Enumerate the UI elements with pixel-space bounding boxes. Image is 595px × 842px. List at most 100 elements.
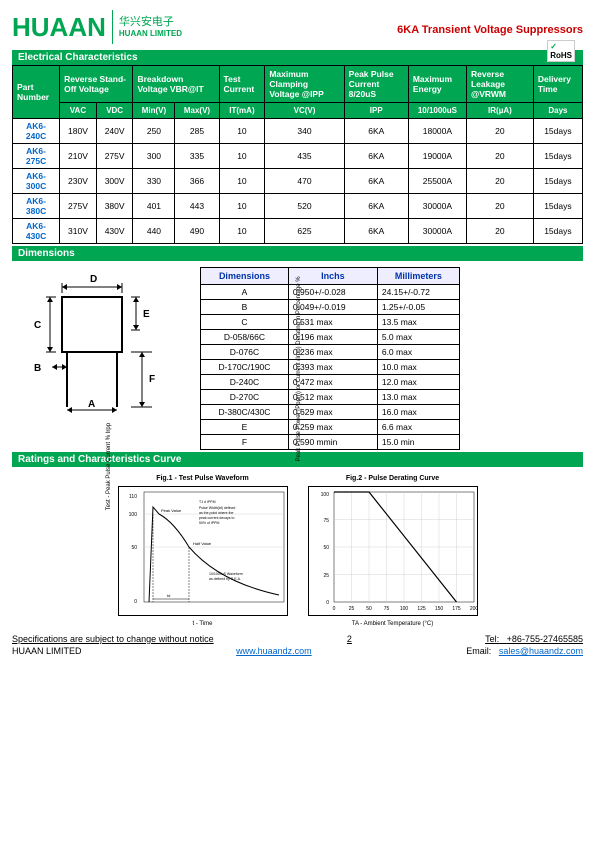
col-deliv: Delivery Time [533, 66, 582, 103]
svg-text:0: 0 [332, 606, 335, 612]
cell-min: 401 [133, 194, 175, 219]
cell-mm: 6.6 max [377, 420, 459, 435]
table-row: AK6-300C230V300V330366104706KA25500A2015… [13, 169, 583, 194]
svg-text:100: 100 [399, 606, 408, 612]
table-row: D-270C0.512 max13.0 max [201, 390, 460, 405]
sub-en: 10/1000uS [408, 103, 466, 119]
section-dimensions: Dimensions [12, 246, 583, 261]
dimension-diagram: D C E F B A [12, 267, 182, 417]
col-leak: Reverse Leakage @VRWM [466, 66, 533, 103]
cell-en: 30000A [408, 194, 466, 219]
cell-mm: 10.0 max [377, 360, 459, 375]
cell-vdc: 240V [96, 119, 133, 144]
svg-text:as defined by R.E.A.: as defined by R.E.A. [209, 577, 241, 581]
page-header: HUAAN 华兴安电子 HUAAN LIMITED 6KA Transient … [12, 10, 583, 44]
svg-text:125: 125 [417, 606, 426, 612]
cell-part: AK6-380C [13, 194, 60, 219]
label-c: C [34, 320, 41, 331]
table-row: AK6-240C180V240V250285103406KA18000A2015… [13, 119, 583, 144]
logo-block: HUAAN 华兴安电子 HUAAN LIMITED [12, 10, 182, 44]
rohs-label: RoHS [550, 51, 572, 60]
cell-max: 490 [175, 219, 219, 244]
cell-vac: 310V [60, 219, 97, 244]
electrical-table: Part Number Reverse Stand-Off Voltage Br… [12, 65, 583, 244]
cell-min: 250 [133, 119, 175, 144]
col-rsov: Reverse Stand-Off Voltage [60, 66, 133, 103]
col-bdv: Breakdown Voltage VBR@IT [133, 66, 219, 103]
cell-ipp: 6KA [344, 169, 408, 194]
table-row: F0.590 mmin15.0 min [201, 435, 460, 450]
cell-vc: 520 [265, 194, 344, 219]
sub-ipp: IPP [344, 103, 408, 119]
footer-spec: Specifications are subject to change wit… [12, 634, 214, 644]
fig2-chart: 100 75 50 25 0 0 25 50 75 100 125 150 17… [308, 486, 478, 616]
rohs-badge: ✓ RoHS [547, 40, 575, 62]
cell-vac: 210V [60, 144, 97, 169]
svg-text:Peak Value: Peak Value [161, 508, 182, 513]
cell-mm: 5.0 max [377, 330, 459, 345]
cell-en: 25500A [408, 169, 466, 194]
table-row: AK6-380C275V380V401443105206KA30000A2015… [13, 194, 583, 219]
table-row: D-380C/430C0.629 max16.0 max [201, 405, 460, 420]
cell-mm: 6.0 max [377, 345, 459, 360]
cell-it: 10 [219, 119, 265, 144]
cell-mm: 16.0 max [377, 405, 459, 420]
cell-ir: 20 [466, 194, 533, 219]
table-row: D-076C0.236 max6.0 max [201, 345, 460, 360]
charts-row: Fig.1 - Test Pulse Waveform 110 100 50 0… [12, 475, 583, 616]
svg-text:50: 50 [366, 606, 372, 612]
svg-text:75: 75 [383, 606, 389, 612]
fig2-ylabel: Peak Pulse Power (Pppm) or Current (Irpp… [296, 276, 302, 461]
fig1-ylabel: Test - Peak Pulse Current % Irpp [106, 423, 112, 510]
fig1-chart: 110 100 50 0 td Peak Value Half Value T1… [118, 486, 288, 616]
cell-ipp: 6KA [344, 144, 408, 169]
footer-line-1: Specifications are subject to change wit… [12, 634, 583, 644]
fig1-title: Fig.1 - Test Pulse Waveform [118, 475, 288, 482]
footer-email: Email: sales@huaandz.com [466, 646, 583, 656]
fig2-block: Fig.2 - Pulse Derating Curve 100 75 [308, 475, 478, 616]
section-electrical-label: Electrical Characteristics [18, 52, 138, 63]
cell-part: AK6-300C [13, 169, 60, 194]
cell-dim: D-270C [201, 390, 289, 405]
check-icon: ✓ [550, 42, 557, 51]
logo-text: HUAAN [12, 12, 106, 43]
cell-min: 330 [133, 169, 175, 194]
section-curves-label: Ratings and Characteristics Curve [18, 454, 181, 465]
table-row: D-240C0.472 max12.0 max [201, 375, 460, 390]
svg-text:50: 50 [131, 545, 137, 551]
footer-url-link[interactable]: www.huaandz.com [236, 646, 312, 656]
cell-vac: 180V [60, 119, 97, 144]
svg-text:10/1000uS Waveform: 10/1000uS Waveform [209, 572, 243, 576]
table-row: D-170C/190C0.393 max10.0 max [201, 360, 460, 375]
table-row: A0.950+/-0.02824.15+/-0.72 [201, 285, 460, 300]
cell-max: 443 [175, 194, 219, 219]
table-row: AK6-275C210V275V300335104356KA19000A2015… [13, 144, 583, 169]
cell-en: 19000A [408, 144, 466, 169]
cell-part: AK6-275C [13, 144, 60, 169]
col-clamp: Maximum Clamping Voltage @IPP [265, 66, 344, 103]
tel-label: Tel: [485, 634, 499, 644]
cell-days: 15days [533, 219, 582, 244]
footer-line-2: HUAAN LIMITED www.huaandz.com Email: sal… [12, 646, 583, 656]
cell-it: 10 [219, 169, 265, 194]
cell-ipp: 6KA [344, 219, 408, 244]
email-link[interactable]: sales@huaandz.com [499, 646, 583, 656]
svg-text:75: 75 [323, 518, 329, 524]
label-e: E [143, 309, 150, 320]
company-name-en: HUAAN LIMITED [119, 29, 182, 39]
cell-dim: D-058/66C [201, 330, 289, 345]
svg-text:25: 25 [348, 606, 354, 612]
svg-text:175: 175 [452, 606, 461, 612]
svg-text:50: 50 [323, 545, 329, 551]
cell-days: 15days [533, 144, 582, 169]
cell-en: 18000A [408, 119, 466, 144]
cell-dim: D-170C/190C [201, 360, 289, 375]
sub-days: Days [533, 103, 582, 119]
dim-head-mm: Millimeters [377, 268, 459, 285]
svg-text:25: 25 [323, 573, 329, 579]
cell-dim: D-380C/430C [201, 405, 289, 420]
cell-en: 30000A [408, 219, 466, 244]
cell-max: 335 [175, 144, 219, 169]
cell-days: 15days [533, 169, 582, 194]
fig1-xlabel: t - Time [119, 621, 287, 627]
